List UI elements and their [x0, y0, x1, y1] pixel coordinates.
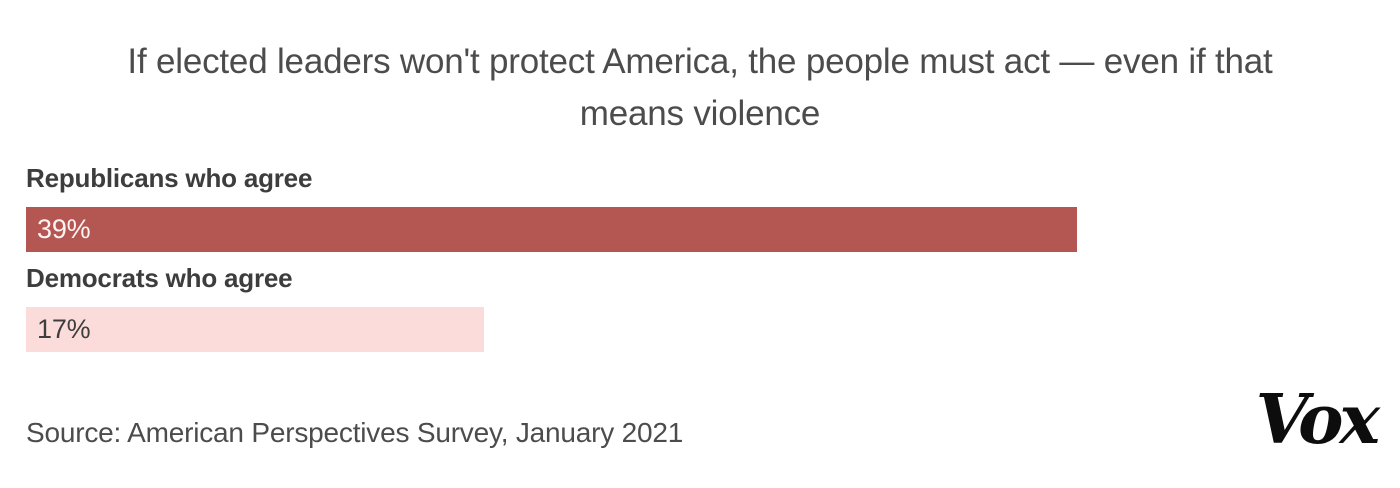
bar-value-republicans: 39% [37, 214, 91, 244]
vox-logo: Vox [1255, 380, 1380, 460]
chart-title-line-2: means violence [579, 94, 821, 133]
chart-title: If elected leaders won't protect America… [20, 36, 1380, 140]
category-label-democrats: Democrats who agree [26, 263, 293, 293]
bar-democrats: 17% [26, 307, 485, 352]
category-label-republicans: Republicans who agree [26, 163, 313, 193]
bar-value-democrats: 17% [37, 314, 91, 344]
source-attribution: Source: American Perspectives Survey, Ja… [26, 417, 684, 448]
chart-title-line-1: If elected leaders won't protect America… [127, 42, 1273, 81]
bar-chart-plot-area: Republicans who agree 39% Democrats who … [26, 0, 1374, 488]
bar-republicans: 39% [26, 207, 1078, 252]
